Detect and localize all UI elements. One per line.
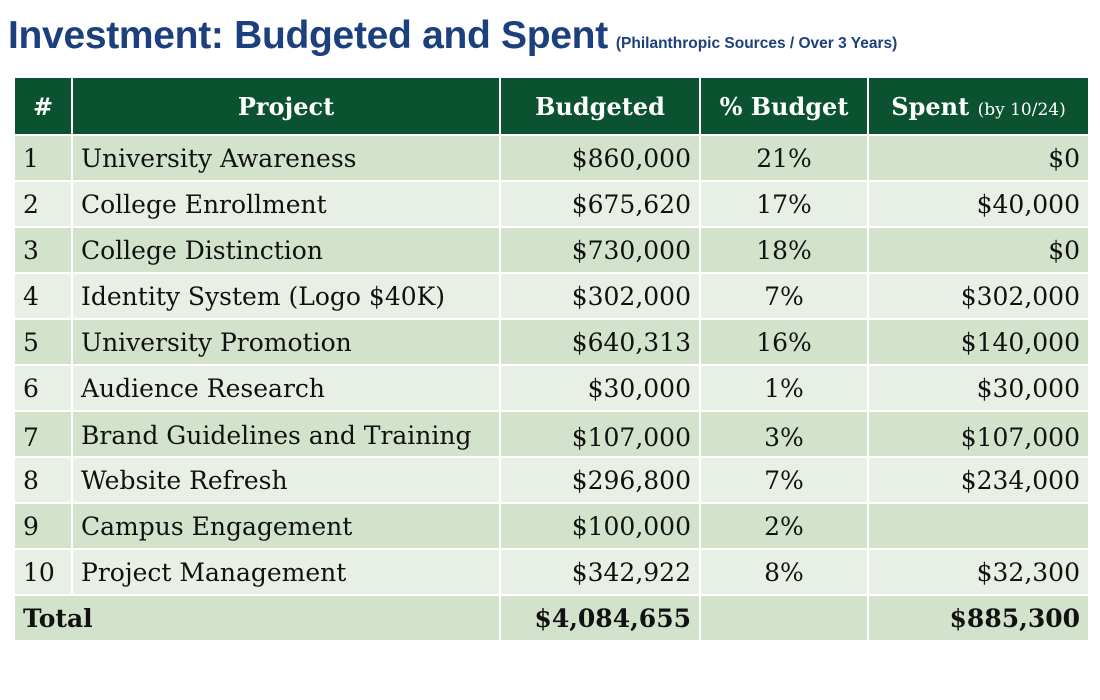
row-project: Project Management <box>73 550 501 596</box>
row-spent: $234,000 <box>869 458 1088 504</box>
header-spent-label: Spent <box>891 91 970 121</box>
row-num: 7 <box>15 412 73 458</box>
row-pct: 18% <box>701 228 869 274</box>
row-project: College Distinction <box>73 228 501 274</box>
row-project: University Awareness <box>73 136 501 182</box>
page-subtitle: (Philanthropic Sources / Over 3 Years) <box>615 35 898 52</box>
row-spent: $32,300 <box>869 550 1088 596</box>
table-row: 9 Campus Engagement $100,000 2% <box>15 504 1088 550</box>
row-num: 6 <box>15 366 73 412</box>
row-project: Brand Guidelines and Training <box>73 412 501 458</box>
row-pct: 21% <box>701 136 869 182</box>
table-row: 4 Identity System (Logo $40K) $302,000 7… <box>15 274 1088 320</box>
header-num: # <box>15 78 73 136</box>
row-budgeted: $675,620 <box>501 182 701 228</box>
row-num: 2 <box>15 182 73 228</box>
row-budgeted: $342,922 <box>501 550 701 596</box>
row-budgeted: $107,000 <box>501 412 701 458</box>
row-spent: $140,000 <box>869 320 1088 366</box>
row-num: 8 <box>15 458 73 504</box>
row-budgeted: $730,000 <box>501 228 701 274</box>
row-pct: 17% <box>701 182 869 228</box>
row-pct: 16% <box>701 320 869 366</box>
row-pct: 7% <box>701 274 869 320</box>
row-num: 5 <box>15 320 73 366</box>
budget-table: # Project Budgeted % Budget Spent (by 10… <box>15 78 1088 642</box>
row-spent: $30,000 <box>869 366 1088 412</box>
total-spent: $885,300 <box>869 596 1088 642</box>
row-budgeted: $860,000 <box>501 136 701 182</box>
table-row: 7 Brand Guidelines and Training $107,000… <box>15 412 1088 458</box>
row-project: Website Refresh <box>73 458 501 504</box>
title-row: Investment: Budgeted and Spent (Philanthr… <box>8 14 1098 70</box>
table-row: 10 Project Management $342,922 8% $32,30… <box>15 550 1088 596</box>
row-budgeted: $302,000 <box>501 274 701 320</box>
row-spent: $0 <box>869 136 1088 182</box>
row-pct: 3% <box>701 412 869 458</box>
table-row: 1 University Awareness $860,000 21% $0 <box>15 136 1088 182</box>
header-spent-note: (by 10/24) <box>977 99 1066 120</box>
row-pct: 7% <box>701 458 869 504</box>
row-project: Identity System (Logo $40K) <box>73 274 501 320</box>
table-row: 6 Audience Research $30,000 1% $30,000 <box>15 366 1088 412</box>
page-title: Investment: Budgeted and Spent <box>8 14 608 57</box>
total-label: Total <box>15 596 501 642</box>
row-pct: 2% <box>701 504 869 550</box>
header-pct-budget: % Budget <box>701 78 869 136</box>
row-num: 10 <box>15 550 73 596</box>
table-header-row: # Project Budgeted % Budget Spent (by 10… <box>15 78 1088 136</box>
row-spent: $0 <box>869 228 1088 274</box>
row-num: 3 <box>15 228 73 274</box>
row-spent: $40,000 <box>869 182 1088 228</box>
row-budgeted: $100,000 <box>501 504 701 550</box>
row-budgeted: $30,000 <box>501 366 701 412</box>
table-row: 8 Website Refresh $296,800 7% $234,000 <box>15 458 1088 504</box>
header-budgeted: Budgeted <box>501 78 701 136</box>
row-pct: 1% <box>701 366 869 412</box>
row-project: Audience Research <box>73 366 501 412</box>
table-row: 5 University Promotion $640,313 16% $140… <box>15 320 1088 366</box>
row-num: 1 <box>15 136 73 182</box>
row-pct: 8% <box>701 550 869 596</box>
row-spent <box>869 504 1088 550</box>
table-total-row: Total $4,084,655 $885,300 <box>15 596 1088 642</box>
row-project: Campus Engagement <box>73 504 501 550</box>
total-pct <box>701 596 869 642</box>
total-budgeted: $4,084,655 <box>501 596 701 642</box>
row-budgeted: $296,800 <box>501 458 701 504</box>
row-budgeted: $640,313 <box>501 320 701 366</box>
row-project: College Enrollment <box>73 182 501 228</box>
row-project: University Promotion <box>73 320 501 366</box>
table-row: 2 College Enrollment $675,620 17% $40,00… <box>15 182 1088 228</box>
row-spent: $107,000 <box>869 412 1088 458</box>
header-spent: Spent (by 10/24) <box>869 78 1088 136</box>
table-row: 3 College Distinction $730,000 18% $0 <box>15 228 1088 274</box>
row-spent: $302,000 <box>869 274 1088 320</box>
row-num: 9 <box>15 504 73 550</box>
header-project: Project <box>73 78 501 136</box>
row-num: 4 <box>15 274 73 320</box>
